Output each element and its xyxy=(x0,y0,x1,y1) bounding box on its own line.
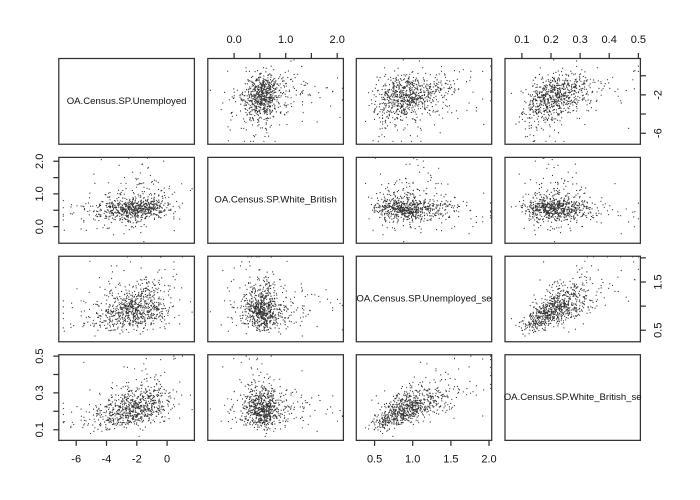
svg-text:-4: -4 xyxy=(102,453,112,465)
svg-text:0.1: 0.1 xyxy=(514,34,529,46)
svg-text:0.0: 0.0 xyxy=(226,34,241,46)
svg-text:2.0: 2.0 xyxy=(34,154,46,169)
svg-text:0: 0 xyxy=(164,453,170,465)
svg-text:OA.Census.SP.White_British: OA.Census.SP.White_British xyxy=(214,195,336,206)
svg-text:0.3: 0.3 xyxy=(34,385,46,400)
svg-text:OA.Census.SP.Unemployed: OA.Census.SP.Unemployed xyxy=(67,96,187,107)
svg-text:0.5: 0.5 xyxy=(34,348,46,363)
svg-text:2.0: 2.0 xyxy=(481,453,496,465)
svg-text:0.4: 0.4 xyxy=(602,34,617,46)
svg-text:0.3: 0.3 xyxy=(572,34,587,46)
svg-text:0.1: 0.1 xyxy=(34,422,46,437)
svg-text:OA.Census.SP.White_British_se: OA.Census.SP.White_British_se xyxy=(504,392,642,403)
svg-text:0.5: 0.5 xyxy=(631,34,646,46)
svg-text:1.0: 1.0 xyxy=(405,453,420,465)
svg-text:2.0: 2.0 xyxy=(330,34,345,46)
svg-text:OA.Census.SP.Unemployed_se: OA.Census.SP.Unemployed_se xyxy=(356,293,491,304)
svg-text:1.5: 1.5 xyxy=(653,274,665,289)
svg-text:-2: -2 xyxy=(132,453,142,465)
svg-text:0.5: 0.5 xyxy=(367,453,382,465)
svg-text:0.0: 0.0 xyxy=(34,219,46,234)
svg-text:1.0: 1.0 xyxy=(34,186,46,201)
svg-text:-2: -2 xyxy=(653,90,665,100)
svg-text:0.5: 0.5 xyxy=(653,323,665,338)
svg-text:-6: -6 xyxy=(653,128,665,138)
svg-text:-6: -6 xyxy=(71,453,81,465)
svg-text:0.2: 0.2 xyxy=(543,34,558,46)
svg-text:1.5: 1.5 xyxy=(443,453,458,465)
svg-text:1.0: 1.0 xyxy=(278,34,293,46)
